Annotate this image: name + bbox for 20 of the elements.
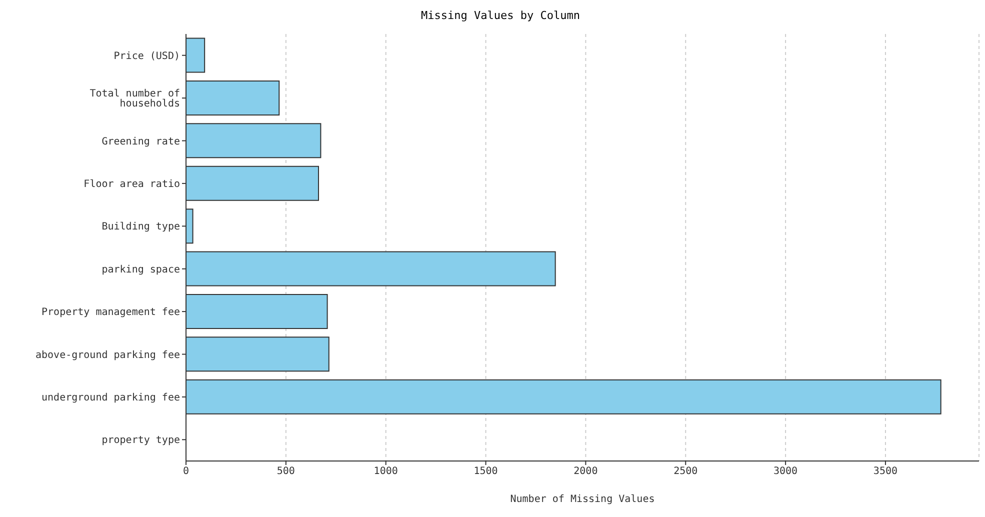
y-tick-label: Building type <box>102 222 180 233</box>
y-tick-label: above-ground parking fee <box>36 350 180 361</box>
chart-title: Missing Values by Column <box>420 8 581 24</box>
x-tick-label: 1500 <box>474 466 498 478</box>
y-tick-label: Property management fee <box>42 307 180 318</box>
y-tick-label: Total number of households <box>90 88 180 110</box>
y-tick-label: property type <box>102 435 180 446</box>
y-tick-label: Greening rate <box>102 136 180 148</box>
x-tick-label: 2000 <box>574 466 598 478</box>
y-tick-label: parking space <box>102 264 180 276</box>
x-tick-label: 500 <box>276 466 295 478</box>
x-tick-label: 0 <box>182 466 190 478</box>
x-tick-label: 1000 <box>374 466 398 478</box>
y-tick-label: Floor area ratio <box>84 179 180 190</box>
x-axis-title: Number of Missing Values <box>510 494 655 506</box>
y-tick-label: underground parking fee <box>42 392 180 404</box>
x-tick-label: 3000 <box>774 466 798 478</box>
x-tick-label: 2500 <box>674 466 698 478</box>
x-tick-label: 3500 <box>873 466 898 478</box>
y-tick-label: Price (USD) <box>114 50 180 62</box>
